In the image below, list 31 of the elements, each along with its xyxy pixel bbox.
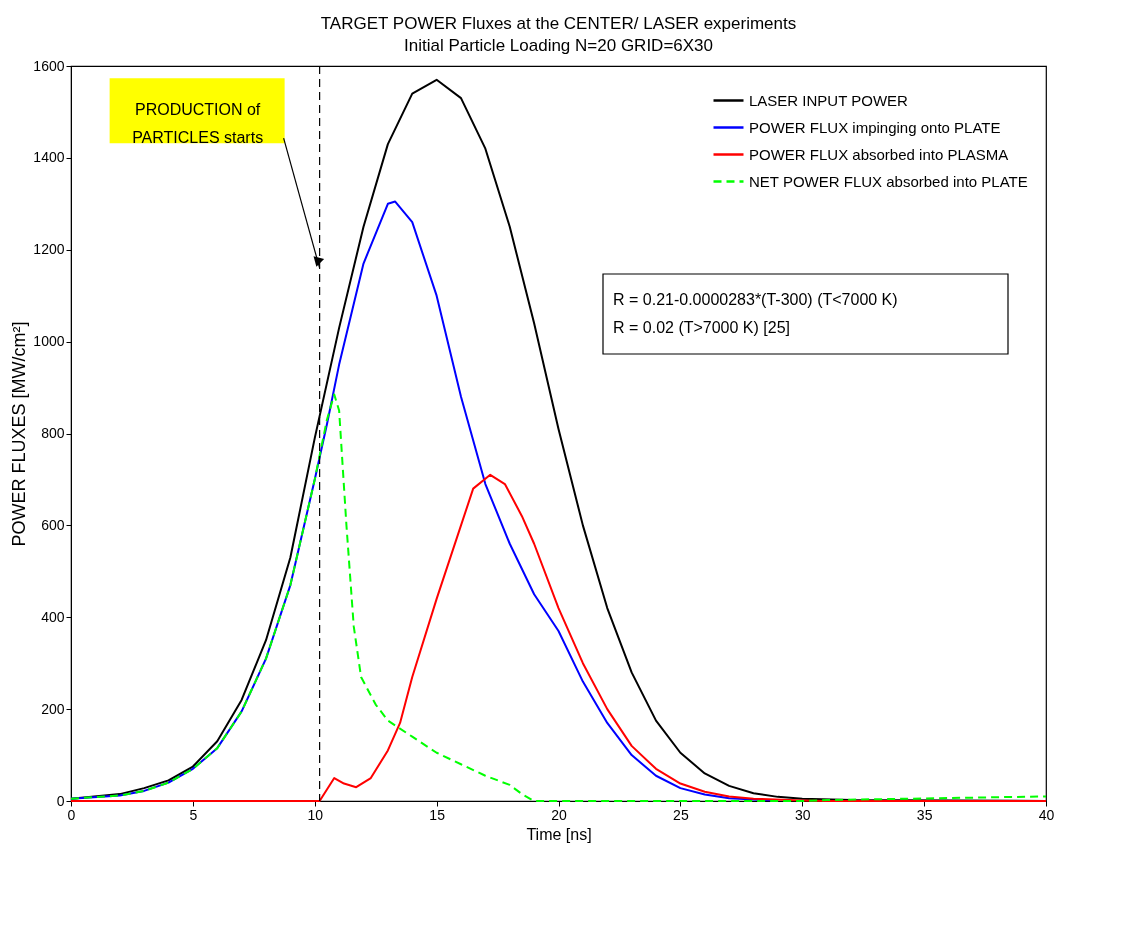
x-tick-label: 10	[307, 806, 324, 823]
legend-label: POWER FLUX absorbed into PLASMA	[749, 145, 1009, 163]
annotation: R = 0.02 (T>7000 K) [25]	[613, 319, 790, 336]
x-tick-label: 20	[551, 806, 567, 823]
x-tick-label: 30	[794, 806, 811, 823]
x-tick-label: 5	[189, 806, 198, 823]
x-tick-label: 35	[916, 806, 933, 823]
x-tick-label: 15	[429, 806, 446, 823]
y-tick-label: 0	[56, 792, 65, 809]
text: TARGET POWER Fluxes at the CENTER/ LASER experiments	[320, 14, 797, 33]
y-tick-label: 400	[41, 608, 65, 625]
y-tick-label: 800	[41, 425, 65, 441]
y-tick-label: 1400	[33, 149, 65, 166]
line-series	[70, 473, 1047, 802]
y-tick-label: 200	[41, 700, 65, 717]
line-series	[70, 393, 1047, 802]
x-tick-label: 25	[673, 806, 689, 823]
y-tick-label: 600	[41, 516, 65, 533]
y-axis-title: POWER FLUXES [MW/cm²]	[9, 321, 30, 547]
legend-label: POWER FLUX impinging onto PLATE	[749, 118, 1001, 136]
annotation: PRODUCTION of PARTICLES starts	[132, 101, 264, 147]
y-tick-label: 1000	[33, 333, 65, 350]
y-tick-label: 1200	[33, 241, 65, 258]
y-tick-label: 1600	[33, 57, 65, 74]
x-tick-label: 0	[67, 806, 76, 823]
annotation: R = 0.21-0.0000283*(T-300) (T<7000 K)	[613, 291, 898, 308]
x-tick-label: 40	[1038, 806, 1055, 823]
text: Initial Particle Loading N=20 GRID=6X30	[403, 36, 714, 55]
legend-label: NET POWER FLUX absorbed into PLATE	[749, 172, 1028, 190]
x-axis-title: Time [ns]	[526, 825, 592, 843]
legend-label: LASER INPUT POWER	[749, 91, 909, 109]
